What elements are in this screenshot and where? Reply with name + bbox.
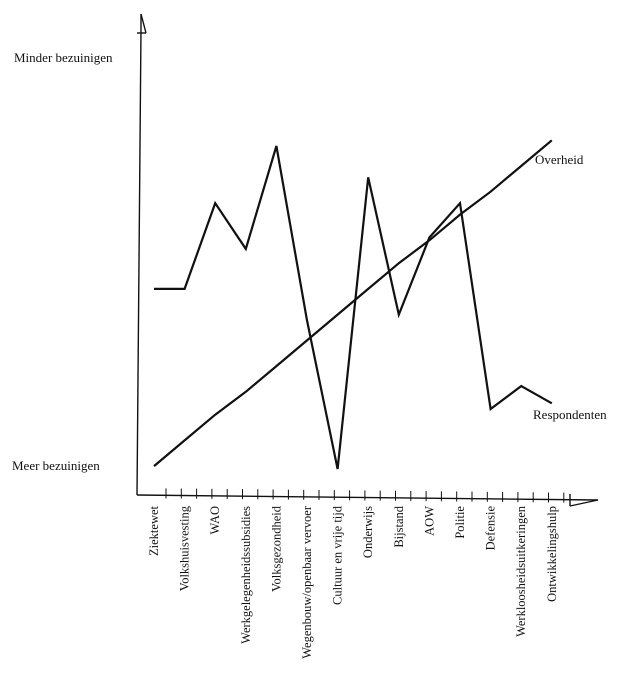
x-tick-label: Ontwikkelingshulp <box>545 506 559 602</box>
series-label: Overheid <box>535 152 584 167</box>
series-label: Respondenten <box>533 407 607 422</box>
x-tick-label: Volksgezondheid <box>269 505 283 592</box>
x-tick-label: Werkgelegenheidssubsidies <box>239 506 253 644</box>
y-label-bottom: Meer bezuinigen <box>12 458 100 473</box>
series-lines <box>153 139 553 470</box>
x-tick-label: AOW <box>422 506 436 536</box>
series-labels: Respondenten Overheid <box>533 152 607 422</box>
x-tick-label: Ziektewet <box>147 505 161 556</box>
series-line <box>153 139 553 467</box>
x-tick-label: Onderwijs <box>361 506 375 558</box>
x-tick-labels: Ziektewet Volkshuisvesting WAO Werkgelegenh… <box>147 505 559 659</box>
x-tick-label: WAO <box>208 506 222 534</box>
x-tick-label: Defensie <box>484 506 498 551</box>
x-tick-label: Wegenbouw/openbaar vervoer <box>300 505 314 659</box>
x-tick-label: Werkloosheidsuitkeringen <box>514 505 528 637</box>
x-tick-label: Cultuur en vrije tijd <box>331 505 345 605</box>
x-axis <box>136 494 599 507</box>
x-tick-label: Volkshuisvesting <box>178 505 192 591</box>
series-line <box>154 145 553 470</box>
x-tick-label: Politie <box>453 506 467 539</box>
x-ticks <box>165 488 565 503</box>
y-axis <box>136 13 147 496</box>
y-label-top: Minder bezuinigen <box>14 50 113 65</box>
x-tick-label: Bijstand <box>392 505 406 547</box>
